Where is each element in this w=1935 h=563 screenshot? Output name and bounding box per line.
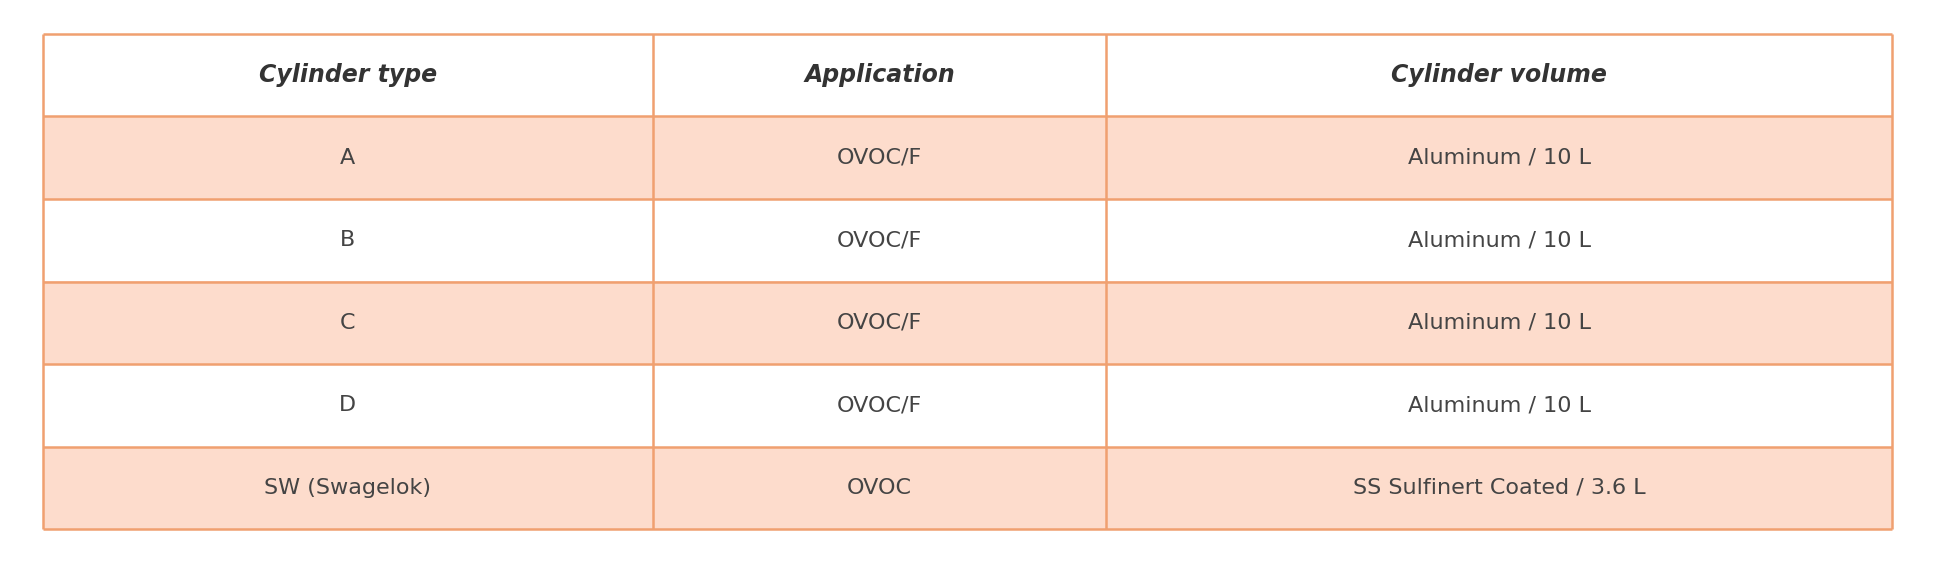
Text: Aluminum / 10 L: Aluminum / 10 L <box>1409 230 1591 250</box>
Bar <box>652 446 1107 529</box>
Bar <box>43 199 652 282</box>
Bar <box>43 364 652 446</box>
Bar <box>43 446 652 529</box>
Text: OVOC/F: OVOC/F <box>838 395 923 415</box>
Text: SW (Swagelok): SW (Swagelok) <box>265 478 432 498</box>
Text: Aluminum / 10 L: Aluminum / 10 L <box>1409 395 1591 415</box>
Text: OVOC/F: OVOC/F <box>838 230 923 250</box>
Bar <box>1107 282 1892 364</box>
Text: OVOC/F: OVOC/F <box>838 313 923 333</box>
Bar <box>652 34 1107 117</box>
Bar <box>43 117 652 199</box>
Text: A: A <box>341 148 356 168</box>
Bar <box>1107 117 1892 199</box>
Text: D: D <box>339 395 356 415</box>
Bar <box>1107 34 1892 117</box>
Text: Aluminum / 10 L: Aluminum / 10 L <box>1409 148 1591 168</box>
Bar <box>43 282 652 364</box>
Bar <box>1107 364 1892 446</box>
Bar <box>652 282 1107 364</box>
Text: SS Sulfinert Coated / 3.6 L: SS Sulfinert Coated / 3.6 L <box>1353 478 1645 498</box>
Bar <box>652 117 1107 199</box>
Text: Cylinder volume: Cylinder volume <box>1391 63 1608 87</box>
Text: OVOC/F: OVOC/F <box>838 148 923 168</box>
Text: B: B <box>341 230 356 250</box>
Bar <box>652 199 1107 282</box>
Bar <box>43 34 652 117</box>
Bar <box>1107 199 1892 282</box>
Bar <box>652 364 1107 446</box>
Text: C: C <box>341 313 356 333</box>
Text: Aluminum / 10 L: Aluminum / 10 L <box>1409 313 1591 333</box>
Text: Cylinder type: Cylinder type <box>259 63 437 87</box>
Text: OVOC: OVOC <box>848 478 911 498</box>
Text: Application: Application <box>805 63 956 87</box>
Bar <box>1107 446 1892 529</box>
